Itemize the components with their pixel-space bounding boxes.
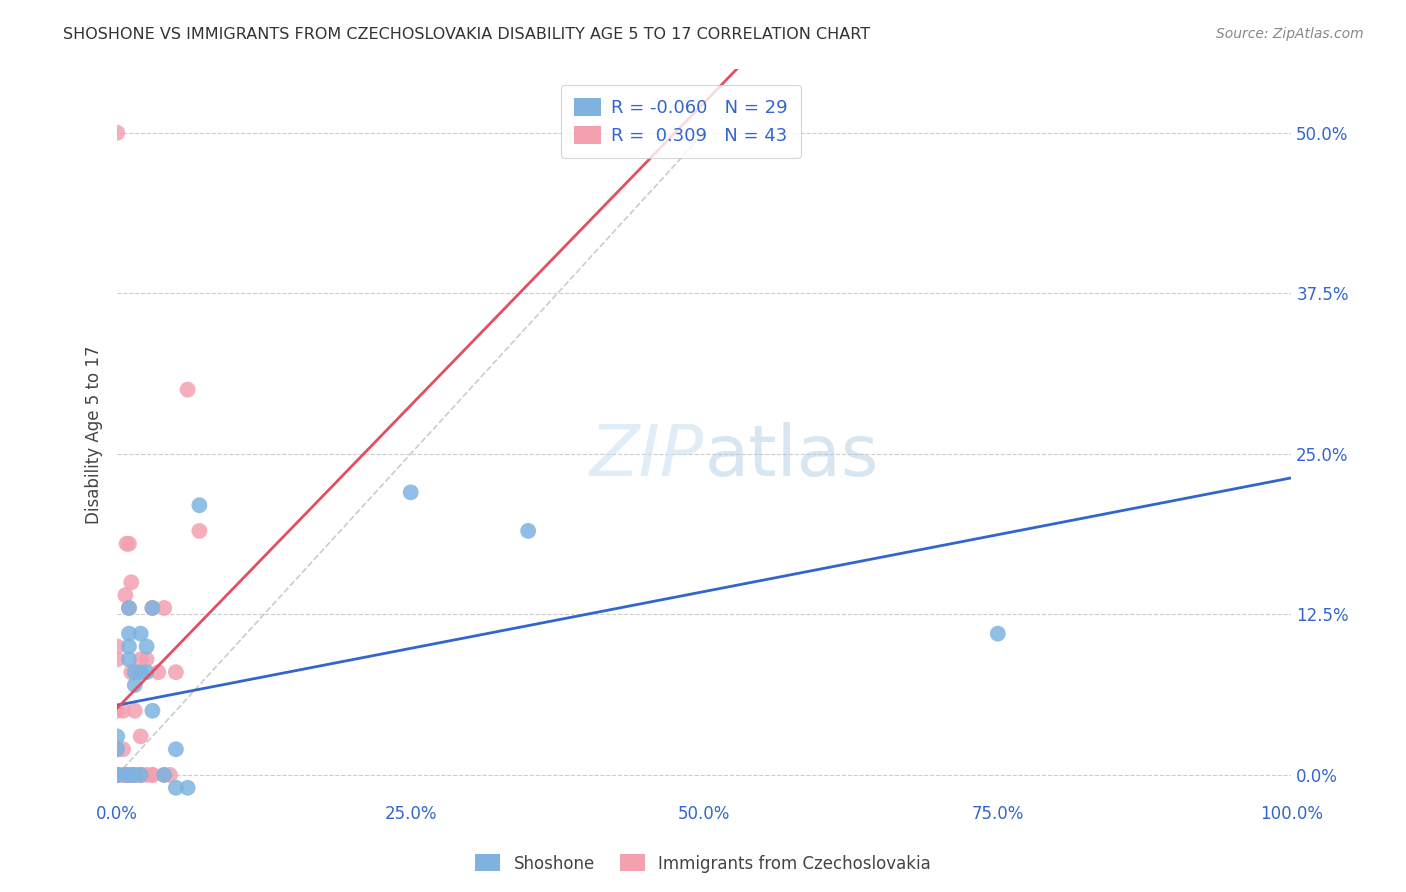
Point xyxy=(188,498,211,512)
Point xyxy=(118,537,141,551)
Point xyxy=(129,768,152,782)
Point xyxy=(124,665,146,680)
Point xyxy=(129,730,152,744)
Point xyxy=(115,768,138,782)
Point xyxy=(176,383,198,397)
Point xyxy=(118,768,141,782)
Point xyxy=(105,768,128,782)
Point xyxy=(135,665,157,680)
Point xyxy=(399,485,422,500)
Point xyxy=(105,768,128,782)
Text: Source: ZipAtlas.com: Source: ZipAtlas.com xyxy=(1216,27,1364,41)
Point xyxy=(105,730,128,744)
Y-axis label: Disability Age 5 to 17: Disability Age 5 to 17 xyxy=(86,345,103,524)
Legend: R = -0.060   N = 29, R =  0.309   N = 43: R = -0.060 N = 29, R = 0.309 N = 43 xyxy=(561,85,800,158)
Point xyxy=(105,652,128,666)
Point xyxy=(159,768,181,782)
Point xyxy=(135,768,157,782)
Point xyxy=(124,768,146,782)
Point xyxy=(141,704,163,718)
Point xyxy=(124,768,146,782)
Point xyxy=(105,768,128,782)
Point xyxy=(124,678,146,692)
Point xyxy=(118,626,141,640)
Point xyxy=(105,768,128,782)
Point xyxy=(114,768,136,782)
Point xyxy=(120,768,142,782)
Point xyxy=(124,665,146,680)
Point xyxy=(148,665,170,680)
Point xyxy=(129,626,152,640)
Point xyxy=(114,588,136,602)
Text: atlas: atlas xyxy=(704,422,879,491)
Point xyxy=(112,704,135,718)
Point xyxy=(118,640,141,654)
Legend: Shoshone, Immigrants from Czechoslovakia: Shoshone, Immigrants from Czechoslovakia xyxy=(468,847,938,880)
Point xyxy=(165,665,187,680)
Point xyxy=(129,768,152,782)
Point xyxy=(118,652,141,666)
Point xyxy=(135,652,157,666)
Text: ZIP: ZIP xyxy=(591,422,704,491)
Point xyxy=(120,665,142,680)
Point xyxy=(141,601,163,615)
Point xyxy=(112,768,135,782)
Point xyxy=(165,780,187,795)
Point xyxy=(124,704,146,718)
Point xyxy=(105,768,128,782)
Point xyxy=(517,524,540,538)
Point xyxy=(165,742,187,756)
Point xyxy=(129,652,152,666)
Point xyxy=(105,768,128,782)
Point xyxy=(112,768,135,782)
Point xyxy=(105,126,128,140)
Point xyxy=(105,704,128,718)
Point xyxy=(141,768,163,782)
Point xyxy=(188,524,211,538)
Point xyxy=(141,768,163,782)
Point xyxy=(124,768,146,782)
Point xyxy=(176,780,198,795)
Point xyxy=(105,640,128,654)
Point xyxy=(112,742,135,756)
Point xyxy=(153,768,176,782)
Point xyxy=(115,537,138,551)
Point xyxy=(120,575,142,590)
Point xyxy=(141,601,163,615)
Point xyxy=(118,768,141,782)
Text: SHOSHONE VS IMMIGRANTS FROM CZECHOSLOVAKIA DISABILITY AGE 5 TO 17 CORRELATION CH: SHOSHONE VS IMMIGRANTS FROM CZECHOSLOVAK… xyxy=(63,27,870,42)
Point xyxy=(153,601,176,615)
Point xyxy=(129,768,152,782)
Point xyxy=(105,742,128,756)
Point xyxy=(115,768,138,782)
Point xyxy=(153,768,176,782)
Point xyxy=(118,601,141,615)
Point xyxy=(129,665,152,680)
Point xyxy=(118,601,141,615)
Point xyxy=(987,626,1010,640)
Point xyxy=(120,768,142,782)
Point xyxy=(135,640,157,654)
Point xyxy=(105,742,128,756)
